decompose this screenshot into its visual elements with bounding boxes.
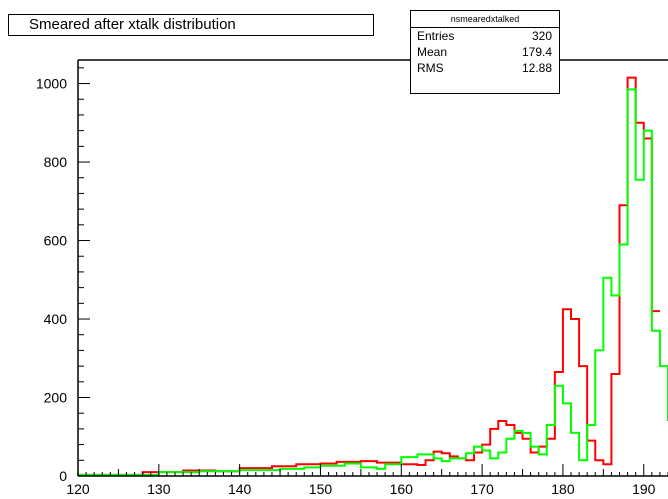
y-tick-label: 600 xyxy=(44,233,68,249)
stats-row-rms: RMS 12.88 xyxy=(411,60,559,76)
histogram-series-green xyxy=(77,88,668,476)
stats-label: Mean xyxy=(417,45,448,59)
y-tick-label: 800 xyxy=(44,154,68,170)
stats-row-mean: Mean 179.4 xyxy=(411,44,559,60)
x-tick-label: 120 xyxy=(66,481,90,497)
chart-title: Smeared after xtalk distribution xyxy=(8,14,374,36)
x-tick-label: 150 xyxy=(309,481,333,497)
y-tick-label: 0 xyxy=(59,468,67,484)
x-tick-label: 180 xyxy=(551,481,575,497)
y-tick-label: 200 xyxy=(44,390,68,406)
histogram-series-red xyxy=(77,76,660,476)
stats-value: 320 xyxy=(531,29,552,43)
x-tick-label: 190 xyxy=(632,481,656,497)
x-tick-label: 130 xyxy=(147,481,171,497)
stats-label: Entries xyxy=(417,29,455,43)
y-tick-label: 400 xyxy=(44,311,68,327)
x-tick-label: 170 xyxy=(470,481,494,497)
y-tick-label: 1000 xyxy=(36,76,67,92)
x-tick-label: 160 xyxy=(390,481,414,497)
series-layer xyxy=(77,76,668,476)
stats-label: RMS xyxy=(417,61,444,75)
axes-layer: 120 130 140 150 160 170 180 190 0 200 400 600 800 100… xyxy=(36,59,668,497)
stats-box: nsmearedxtalked Entries 320 Mean 179.4 R… xyxy=(410,10,560,94)
stats-histogram-name: nsmearedxtalked xyxy=(411,11,559,28)
stats-value: 12.88 xyxy=(521,61,552,75)
x-tick-label: 140 xyxy=(228,481,252,497)
stats-row-entries: Entries 320 xyxy=(411,28,559,44)
stats-value: 179.4 xyxy=(521,45,552,59)
